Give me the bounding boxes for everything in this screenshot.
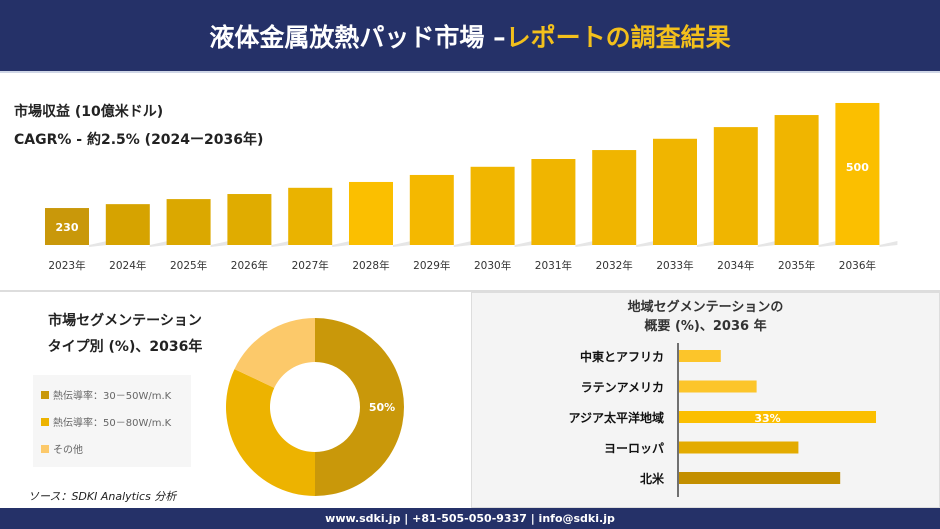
segment-title: 市場セグメンテーション タイプ別 (%)、2036年 [20, 308, 230, 360]
legend-item: 熱伝導率：50－80W/m.K [41, 408, 183, 435]
revenue-bar [531, 159, 576, 245]
bar-shadow [393, 241, 411, 247]
legend-swatch [41, 390, 49, 399]
revenue-bar [713, 127, 758, 245]
donut-legend: 熱伝導率：30－50W/m.K 熱伝導率：50－80W/m.K その他 [33, 375, 191, 467]
region-label: ヨーロッパ [604, 442, 664, 456]
year-tick-label: 2035年 [778, 259, 815, 272]
bar-shadow [149, 241, 168, 247]
year-tick-label: 2036年 [839, 259, 876, 272]
region-title-line1: 地域セグメンテーションの [627, 300, 784, 315]
year-tick-label: 2027年 [292, 259, 329, 272]
revenue-bar [470, 166, 515, 245]
revenue-bar [409, 174, 454, 245]
type-donut-chart: 50% [226, 318, 404, 496]
revenue-bar [45, 208, 89, 245]
region-label: ラテンアメリカ [581, 381, 664, 395]
donut-slice [234, 318, 315, 388]
year-tick-label: 2030年 [474, 259, 511, 272]
region-bar [679, 411, 877, 423]
donut-data-label: 50% [369, 401, 395, 414]
legend-swatch [41, 417, 49, 426]
bar-shadow [271, 241, 290, 247]
legend-swatch [41, 444, 49, 453]
legend-label: 熱伝導率：50－80W/m.K [53, 418, 172, 429]
bar-shadow [514, 241, 533, 247]
bar-shadow [575, 241, 594, 247]
region-bar [679, 472, 841, 484]
region-panel: 地域セグメンテーションの 概要 (%)、2036 年 中東とアフリカ ラテンアメリ… [471, 292, 940, 508]
bar-shadow [210, 241, 229, 247]
source-note: ソース：SDKI Analytics 分析 [28, 490, 177, 503]
bar-shadow [879, 241, 898, 247]
segment-title-line2: タイプ別 (%)、2036年 [47, 339, 203, 355]
page-title-accent: レポートの調査結果 [505, 22, 731, 52]
year-tick-label: 2029年 [413, 259, 450, 272]
revenue-bar [774, 115, 819, 245]
year-tick-label: 2032年 [596, 259, 633, 272]
revenue-bar [835, 102, 880, 245]
year-tick-label: 2033年 [656, 259, 693, 272]
bar-shadow [453, 241, 472, 247]
donut-slice [315, 318, 404, 496]
bar-shadow [89, 241, 107, 247]
revenue-label: 市場収益 (10億米ドル) [14, 104, 164, 120]
region-bar [679, 441, 799, 454]
year-tick-label: 2031年 [535, 259, 572, 272]
bar-shadow [818, 241, 837, 247]
region-data-label: 33% [754, 412, 780, 425]
year-tick-label: 2026年 [231, 259, 268, 272]
revenue-bar [288, 187, 333, 245]
bar-shadow [697, 241, 715, 247]
footer-contact: www.sdki.jp | +81-505-050-9337 | info@sd… [0, 508, 940, 529]
region-label: 北米 [640, 471, 665, 486]
region-title-line2: 概要 (%)、2036 年 [644, 319, 767, 334]
donut-slice [226, 369, 315, 496]
bar-data-label: 230 [56, 221, 79, 234]
segment-title-line1: 市場セグメンテーション [48, 313, 202, 329]
revenue-bar [227, 194, 272, 245]
revenue-bar [349, 181, 393, 245]
bar-shadow [757, 241, 776, 247]
page-title: 液体金属放熱パッド市場 – [209, 22, 506, 52]
divider [0, 290, 940, 292]
legend-item: その他 [41, 435, 183, 462]
year-tick-label: 2028年 [352, 259, 389, 272]
revenue-bar-chart: 2023年 230 2024年 2025年 2026年 2027年 2028年 2029年 20… [45, 102, 898, 272]
legend-label: その他 [53, 445, 83, 456]
region-bar [679, 380, 757, 393]
year-tick-label: 2034年 [717, 259, 754, 272]
revenue-bar [592, 150, 637, 245]
revenue-bar [166, 199, 211, 245]
region-bar [679, 350, 721, 362]
header-banner: 液体金属放熱パッド市場 – レポートの調査結果 [0, 0, 940, 73]
bar-data-label: 500 [846, 161, 869, 174]
bar-shadow [332, 241, 351, 247]
year-tick-label: 2025年 [170, 259, 207, 272]
legend-item: 熱伝導率：30－50W/m.K [41, 381, 183, 408]
region-label: アジア太平洋地域 [568, 410, 664, 425]
legend-label: 熱伝導率：30－50W/m.K [53, 391, 172, 402]
cagr-label: CAGR% - 約2.5% (2024ー2036年) [14, 132, 264, 148]
year-tick-label: 2024年 [109, 259, 146, 272]
bar-shadow [636, 241, 655, 247]
revenue-bar [653, 138, 697, 245]
revenue-bar [105, 204, 150, 245]
region-label: 中東とアフリカ [580, 349, 664, 364]
year-tick-label: 2023年 [48, 259, 85, 272]
region-title: 地域セグメンテーションの 概要 (%)、2036 年 [472, 298, 939, 336]
